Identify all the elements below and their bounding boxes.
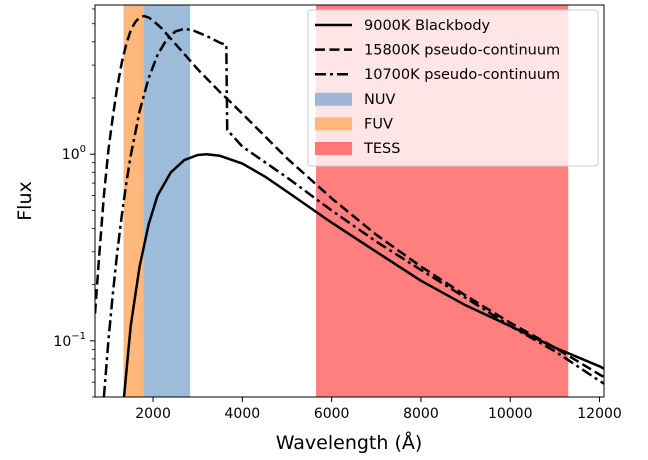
legend-swatch-nuv (315, 92, 352, 106)
x-tick-label: 10000 (488, 406, 533, 422)
x-tick-label: 12000 (577, 406, 622, 422)
x-axis-label: Wavelength (Å) (276, 431, 423, 454)
plot-frame (94, 4, 605, 398)
legend-label-10700k-pseudo-continuum: 10700K pseudo-continuum (364, 67, 560, 83)
series-15800k-pseudo-continuum (95, 14, 604, 379)
legend-label-fuv: FUV (364, 116, 393, 132)
legend-swatch-tess (315, 142, 352, 155)
x-tick-label: 2000 (135, 406, 171, 422)
legend-label-nuv: NUV (364, 92, 395, 108)
x-tick-label: 6000 (314, 406, 350, 422)
legend-swatch-fuv (315, 117, 352, 131)
legend-box (307, 9, 599, 167)
x-tick-label: 4000 (225, 406, 261, 422)
legend-label-9000k-blackbody: 9000K Blackbody (364, 18, 491, 34)
legend: 9000K Blackbody 15800K pseudo-continuum 10… (307, 9, 599, 167)
band-nuv (142, 5, 191, 397)
y-tick-label: 100 (62, 144, 86, 163)
x-axis-ticks: 2000 4000 6000 8000 10000 12000 (135, 397, 622, 422)
y-axis-label: Flux (14, 181, 36, 221)
y-axis-ticks: 100 10−1 (53, 8, 95, 398)
band-fuv (123, 5, 144, 397)
y-tick-label: 10−1 (53, 331, 86, 350)
x-tick-label: 8000 (403, 406, 439, 422)
series-9000k-blackbody (122, 152, 604, 397)
series-lines (95, 14, 604, 397)
legend-label-tess: TESS (363, 141, 400, 157)
series-10700k-pseudo-continuum (102, 27, 604, 397)
legend-label-15800k-pseudo-continuum: 15800K pseudo-continuum (364, 43, 560, 59)
